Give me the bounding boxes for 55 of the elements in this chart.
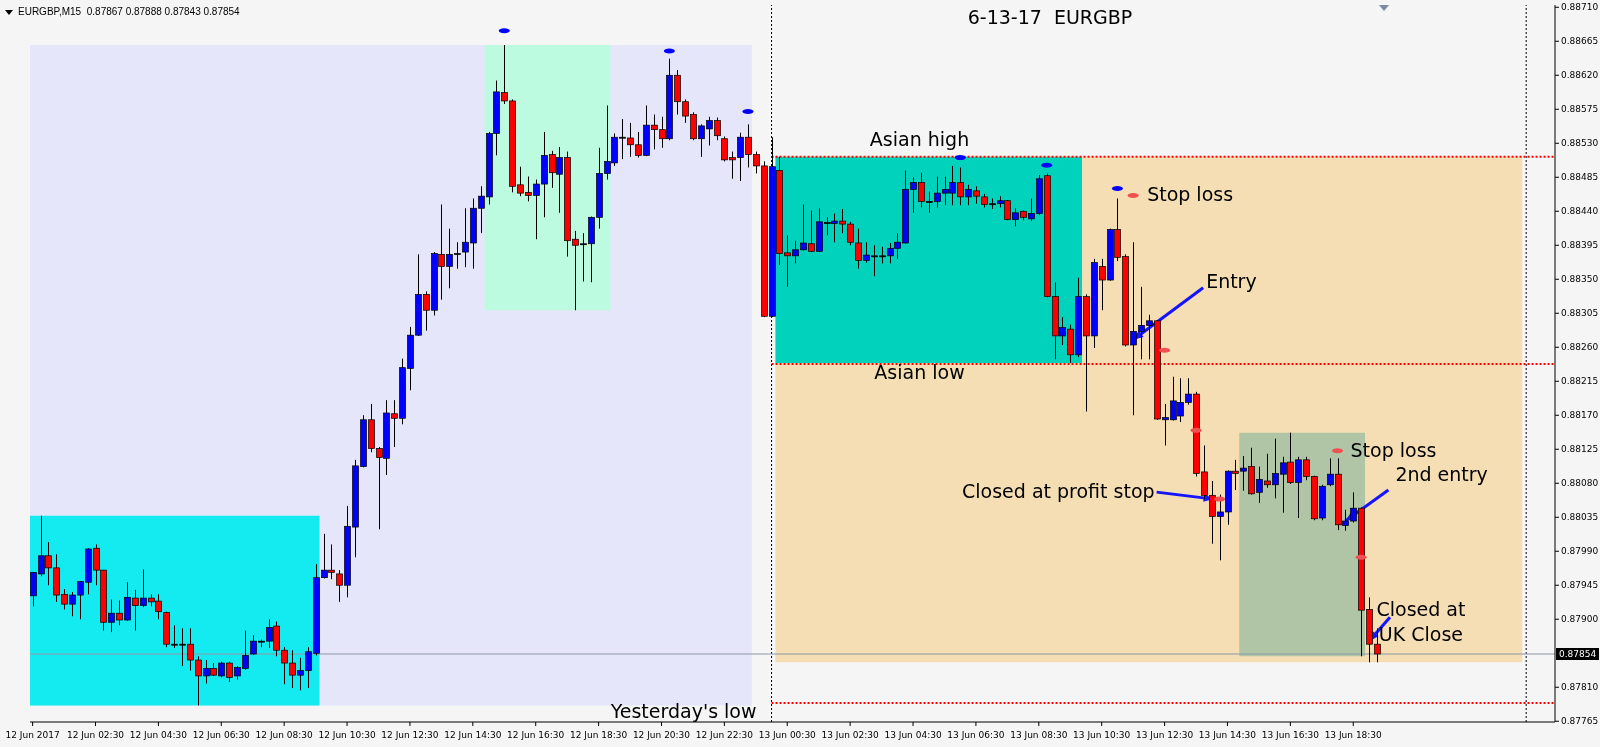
x-tick-label: 13 Jun 16:30 — [1261, 730, 1320, 740]
y-tick-label: 0.88440 — [1561, 206, 1599, 217]
x-tick-label: 12 Jun 2017 — [5, 730, 60, 740]
x-tick-label: 12 Jun 10:30 — [318, 730, 376, 740]
x-tick-label: 13 Jun 02:30 — [821, 730, 879, 740]
x-tick-label: 12 Jun 22:30 — [695, 730, 754, 740]
y-tick-label: 0.88395 — [1561, 240, 1599, 251]
x-tick-label: 13 Jun 06:30 — [947, 730, 1005, 740]
x-tick-label: 13 Jun 08:30 — [1010, 730, 1068, 740]
annotation: Stop loss — [1147, 182, 1234, 205]
y-tick-label: 0.87900 — [1561, 614, 1599, 625]
x-tick-label: 12 Jun 14:30 — [444, 730, 502, 740]
y-tick-label: 0.88305 — [1561, 308, 1599, 319]
y-tick-label: 0.88080 — [1561, 478, 1599, 489]
y-tick-label: 0.88485 — [1561, 172, 1599, 183]
annotation: Stop loss — [1350, 438, 1437, 461]
x-tick-label: 12 Jun 08:30 — [255, 730, 314, 740]
y-tick-label: 0.88575 — [1561, 104, 1599, 115]
x-tick-label: 13 Jun 12:30 — [1135, 730, 1194, 740]
y-tick-label: 0.88260 — [1561, 342, 1599, 353]
x-tick-label: 12 Jun 12:30 — [381, 730, 439, 740]
annotation: EURGBP,M15 0.87867 0.87888 0.87843 0.87854 — [18, 6, 240, 17]
y-tick-label: 0.88125 — [1561, 444, 1599, 455]
ref-line-label: 0.87854 — [1559, 648, 1597, 659]
y-tick-label: 0.87945 — [1561, 580, 1599, 591]
x-tick-label: 13 Jun 10:30 — [1073, 730, 1131, 740]
y-tick-label: 0.88350 — [1561, 274, 1599, 285]
x-tick-label: 13 Jun 04:30 — [884, 730, 942, 740]
y-tick-label: 0.87765 — [1561, 716, 1599, 727]
annotation: 2nd entry — [1395, 462, 1488, 485]
x-tick-label: 13 Jun 00:30 — [758, 730, 817, 740]
x-tick-label: 12 Jun 16:30 — [507, 730, 565, 740]
annotation: Closed at UK Close — [1376, 597, 1466, 645]
chart-title: 6-13-17 EURGBP — [966, 6, 1134, 28]
ref-line-label: Asian high — [869, 128, 970, 151]
annotation: Entry — [1206, 269, 1257, 292]
x-tick-label: 13 Jun 18:30 — [1324, 730, 1383, 740]
x-tick-label: 12 Jun 02:30 — [66, 730, 125, 740]
annotation: Closed at profit stop — [962, 479, 1155, 502]
y-tick-label: 0.88170 — [1561, 410, 1599, 421]
y-tick-label: 0.87810 — [1561, 682, 1599, 693]
y-tick-label: 0.88035 — [1561, 512, 1599, 523]
y-tick-label: 0.88620 — [1561, 70, 1599, 81]
y-tick-label: 0.88530 — [1561, 138, 1599, 149]
x-tick-label: 12 Jun 18:30 — [570, 730, 628, 740]
ref-line-label: Yesterday's low — [609, 699, 757, 722]
y-tick-label: 0.87990 — [1561, 546, 1599, 557]
x-tick-label: 12 Jun 06:30 — [192, 730, 251, 740]
x-tick-label: 12 Jun 04:30 — [129, 730, 188, 740]
x-tick-label: 12 Jun 20:30 — [632, 730, 691, 740]
y-tick-label: 0.88665 — [1561, 36, 1599, 47]
y-tick-label: 0.88710 — [1561, 2, 1599, 13]
ref-line-label: Asian low — [874, 361, 965, 384]
y-tick-label: 0.88215 — [1561, 376, 1599, 387]
x-tick-label: 13 Jun 14:30 — [1198, 730, 1257, 740]
